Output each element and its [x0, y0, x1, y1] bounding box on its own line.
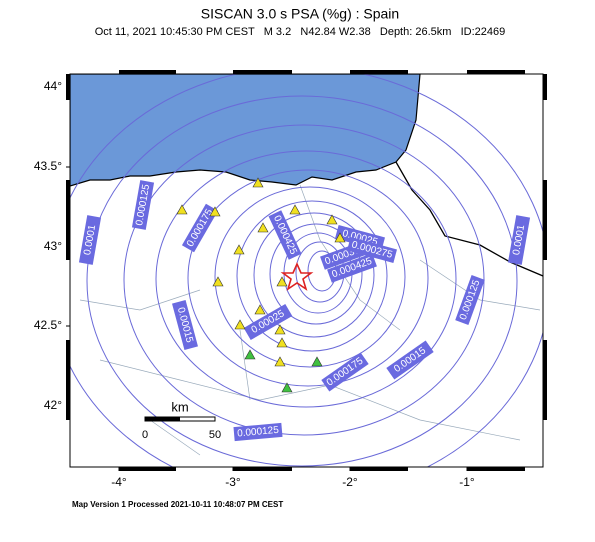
- station: [281, 382, 293, 393]
- contour: [214, 186, 406, 368]
- contour-label: 0.0001: [78, 215, 102, 265]
- lat-label: 42°: [44, 398, 62, 412]
- frame-bar: [543, 340, 547, 420]
- frame-bar: [467, 467, 525, 471]
- contour: [86, 95, 518, 467]
- station: [212, 276, 224, 287]
- station: [276, 276, 288, 287]
- contour-label-box: [181, 203, 219, 253]
- contour-label-text: 0.0001: [511, 224, 527, 256]
- frame-bar: [543, 74, 547, 100]
- lon-label: -3°: [225, 475, 241, 489]
- contour-label-box: [78, 215, 102, 265]
- contour-label-box: [327, 253, 377, 283]
- station: [176, 204, 188, 215]
- station: [257, 222, 269, 233]
- frame-bar: [119, 70, 176, 74]
- frame-bar: [66, 340, 70, 420]
- lat-label: 43.5°: [34, 159, 62, 173]
- station: [254, 304, 266, 315]
- station: [209, 206, 221, 217]
- contour-label-text: 0.0001: [82, 224, 98, 256]
- station: [274, 324, 286, 335]
- frame-bar: [350, 467, 408, 471]
- lon-label: -2°: [342, 475, 358, 489]
- footer: Map Version 1 Processed 2021-10-11 10:48…: [72, 500, 283, 509]
- scale-bar: km 0 50: [142, 399, 221, 440]
- station: [334, 232, 346, 243]
- station: [326, 214, 338, 225]
- map-frame: [69, 73, 544, 468]
- frame-bar: [350, 70, 408, 74]
- scale-end: 50: [209, 429, 221, 441]
- lon-label: -1°: [459, 475, 475, 489]
- contour-label-box: [233, 422, 283, 442]
- station: [234, 319, 246, 330]
- frame-bar: [66, 180, 70, 260]
- epicenter: [280, 262, 314, 291]
- contour-label-box: [243, 303, 293, 341]
- station: [274, 356, 286, 367]
- contour-label-box: [131, 180, 155, 230]
- lon-label: -4°: [111, 475, 127, 489]
- station: [289, 204, 301, 215]
- contour-label-box: [172, 300, 198, 350]
- frame-bar: [119, 467, 176, 471]
- lat-label: 42.5°: [34, 318, 62, 332]
- contour-label: 0.000125: [233, 422, 283, 442]
- station: [276, 337, 288, 348]
- station: [252, 177, 264, 188]
- frame-bar: [233, 70, 292, 74]
- contour-label: 0.0001: [507, 215, 531, 265]
- lat-label: 44°: [44, 79, 62, 93]
- station: [311, 356, 323, 367]
- contour: [269, 223, 363, 325]
- contour: [187, 169, 429, 387]
- frame-bar: [543, 180, 547, 260]
- scale-unit: km: [171, 399, 188, 414]
- sea: [70, 74, 421, 187]
- contour-label: 0.000125: [131, 180, 155, 230]
- station: [244, 349, 256, 360]
- contour: [155, 150, 457, 408]
- contour-label-box: [268, 210, 302, 260]
- frame-bar: [233, 467, 292, 471]
- contour-label-box: [507, 215, 531, 265]
- lat-label: 43°: [44, 239, 62, 253]
- contour-label-box: [386, 340, 434, 380]
- contour: [253, 212, 375, 338]
- title: SISCAN 3.0 s PSA (%g) : Spain: [201, 6, 399, 22]
- contour-label-box: [455, 275, 485, 325]
- contour-label-box: [321, 352, 369, 392]
- contour-label-text: 0.000125: [237, 425, 280, 440]
- station: [233, 244, 245, 255]
- frame-bar: [467, 70, 525, 74]
- contour-label-box: [347, 237, 397, 263]
- scale-start: 0: [142, 429, 148, 441]
- subtitle: Oct 11, 2021 10:45:30 PM CEST M 3.2 N42.…: [95, 26, 505, 38]
- contour: [236, 200, 388, 352]
